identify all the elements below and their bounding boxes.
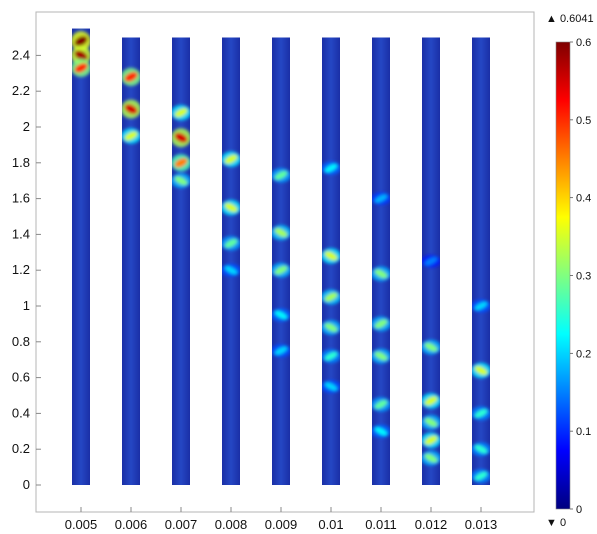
colorbar-tick-label: 0 [576, 504, 582, 516]
hot-spot-core [274, 265, 288, 275]
hot-spot-core [324, 382, 338, 391]
column-0.008 [222, 37, 240, 485]
y-tick-label: 0 [23, 477, 30, 492]
y-tick-label: 2.4 [12, 47, 30, 62]
hot-spot-core [224, 239, 238, 248]
column-0.013 [472, 37, 490, 485]
hot-spot-core [274, 228, 288, 238]
y-tick-label: 1.4 [12, 226, 30, 241]
colorbar-min-label: ▼ 0 [546, 517, 566, 529]
y-tick-label: 1.2 [12, 262, 30, 277]
colorbar-tick-label: 0.3 [576, 271, 591, 283]
y-tick-label: 0.8 [12, 334, 30, 349]
hot-spot-core [474, 471, 488, 481]
y-tick-label: 0.2 [12, 441, 30, 456]
hot-spot-core [124, 72, 138, 82]
column-body [372, 37, 390, 485]
hot-spot-core [274, 346, 288, 355]
hot-spot-core [324, 251, 338, 261]
column-0.007 [172, 37, 190, 485]
column-0.012 [422, 37, 440, 485]
column-body [172, 37, 190, 485]
y-tick-label: 0.6 [12, 370, 30, 385]
hot-spot-core [424, 257, 438, 266]
hot-spot-core [424, 342, 438, 352]
y-tick-label: 1.8 [12, 155, 30, 170]
hot-spot-core [324, 292, 338, 302]
hot-spot-core [174, 158, 188, 168]
column-body [122, 37, 140, 485]
hot-spot-core [424, 435, 438, 445]
hot-spot-core [224, 266, 238, 275]
hot-spot-core [474, 409, 488, 418]
column-0.01 [322, 37, 340, 485]
x-tick-label: 0.011 [365, 517, 397, 532]
hot-spot-core [374, 400, 388, 409]
column-group [72, 28, 490, 486]
hot-spot-core [324, 351, 338, 361]
hot-spot-core [74, 63, 88, 73]
x-axis: 0.005 0.006 0.007 0.008 0.009 0.01 0.011 0.012 0… [65, 507, 498, 532]
hot-spot-core [424, 417, 438, 427]
x-tick-label: 0.009 [265, 517, 298, 532]
colorbar-tick-label: 0.5 [576, 115, 591, 127]
column-body [72, 28, 90, 486]
x-tick-label: 0.01 [318, 517, 343, 532]
hot-spot-core [374, 269, 388, 279]
y-tick-label: 1 [23, 298, 30, 313]
hot-spot-core [274, 170, 288, 180]
column-0.011 [372, 37, 390, 485]
hot-spot-core [124, 131, 138, 141]
x-tick-label: 0.012 [415, 517, 448, 532]
hot-spot-core [124, 104, 138, 115]
hot-spot-core [374, 427, 388, 436]
colorbar-tick-label: 0.6 [576, 37, 591, 49]
hot-spot-core [224, 203, 238, 213]
x-tick-label: 0.007 [165, 517, 198, 532]
hot-spot-core [474, 365, 488, 375]
column-0.005 [72, 28, 90, 486]
y-tick-label: 1.6 [12, 191, 30, 206]
colorbar-tick-label: 0.2 [576, 348, 591, 360]
x-tick-label: 0.006 [115, 517, 148, 532]
colorbar-gradient [555, 41, 571, 510]
hot-spot-core [174, 108, 188, 118]
hot-spot-core [424, 453, 438, 463]
hot-spot-core [74, 36, 88, 47]
hot-spot-core [424, 396, 438, 406]
hot-spot-core [374, 351, 388, 361]
y-axis: 0 0.2 0.4 0.6 0.8 1 1.2 1.4 1.6 1.8 2 2.2 2.4 [12, 47, 41, 492]
hot-spot-core [374, 319, 388, 329]
x-tick-label: 0.005 [65, 517, 98, 532]
hot-spot-core [374, 194, 388, 203]
x-tick-label: 0.008 [215, 517, 248, 532]
hot-spot-core [174, 176, 188, 186]
colorbar-max-label: ▲ 0.6041 [546, 13, 594, 25]
hot-spot-core [324, 323, 338, 332]
hot-spot-core [174, 132, 188, 143]
column-body [272, 37, 290, 485]
column-body [222, 37, 240, 485]
colorbar-tick-label: 0.4 [576, 193, 591, 205]
colorbar-tick-label: 0.1 [576, 426, 591, 438]
hot-spot-core [74, 50, 88, 61]
hot-spot-core [324, 163, 338, 173]
column-0.006 [122, 37, 140, 485]
hot-spot-core [224, 154, 238, 164]
x-tick-label: 0.013 [465, 517, 498, 532]
y-tick-label: 0.4 [12, 405, 30, 420]
y-tick-label: 2 [23, 119, 30, 134]
hot-spot-core [474, 444, 488, 454]
colorbar: 0 0.1 0.2 0.3 0.4 0.5 0.6 ▲ 0.6041 ▼ 0 [546, 13, 594, 529]
hot-spot-core [274, 310, 288, 320]
y-tick-label: 2.2 [12, 83, 30, 98]
hot-spot-core [474, 301, 488, 311]
column-0.009 [272, 37, 290, 485]
